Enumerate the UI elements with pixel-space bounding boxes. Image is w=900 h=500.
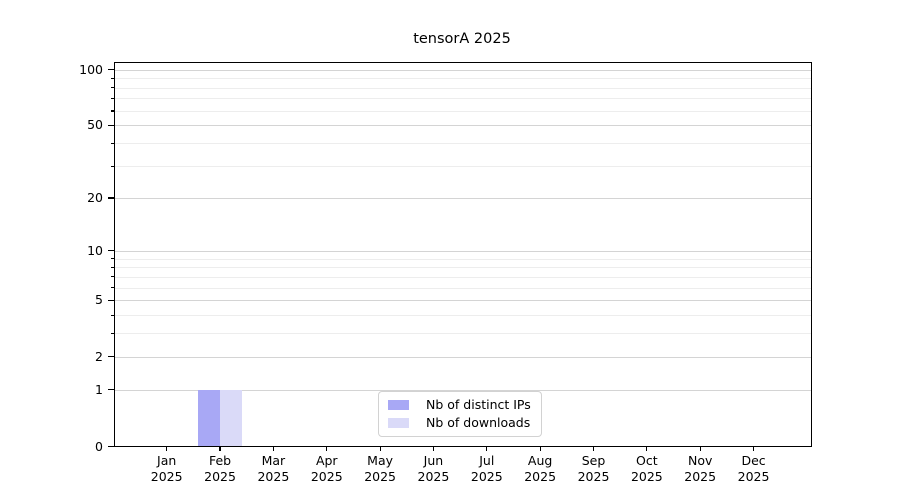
x-tick-label: Jan 2025 bbox=[150, 452, 183, 484]
bar-downloads bbox=[220, 389, 242, 447]
y-tick-label: 50 bbox=[87, 117, 103, 133]
x-axis-tick bbox=[379, 446, 381, 451]
legend-swatch-downloads bbox=[388, 417, 409, 429]
minor-gridline bbox=[113, 267, 812, 269]
y-axis-minor-tick bbox=[110, 266, 114, 268]
legend-item-downloads: Nb of downloads bbox=[388, 415, 531, 431]
x-axis-tick bbox=[432, 446, 435, 451]
x-axis-tick bbox=[539, 446, 541, 451]
y-axis-tick bbox=[108, 445, 114, 448]
major-gridline bbox=[113, 389, 812, 391]
x-tick-label: Jul 2025 bbox=[470, 452, 503, 484]
minor-gridline bbox=[113, 333, 812, 335]
y-axis-minor-tick bbox=[110, 97, 114, 100]
x-axis-tick bbox=[699, 446, 701, 451]
major-gridline bbox=[113, 300, 812, 302]
y-tick-label: 10 bbox=[87, 242, 103, 258]
major-gridline bbox=[113, 356, 812, 358]
y-axis-minor-tick bbox=[110, 258, 114, 260]
x-axis-tick bbox=[219, 446, 221, 451]
y-axis-minor-tick bbox=[110, 87, 114, 89]
minor-gridline bbox=[113, 98, 812, 100]
y-tick-label: 2 bbox=[95, 348, 103, 364]
legend-label-downloads: Nb of downloads bbox=[426, 415, 531, 430]
major-gridline bbox=[113, 69, 812, 71]
legend: Nb of distinct IPs Nb of downloads bbox=[378, 391, 542, 437]
y-axis-minor-tick bbox=[110, 110, 114, 112]
major-gridline bbox=[113, 125, 812, 127]
x-tick-label: May 2025 bbox=[364, 452, 396, 484]
x-tick-label: Dec 2025 bbox=[737, 452, 770, 484]
y-tick-label: 20 bbox=[87, 189, 103, 205]
y-axis-tick bbox=[108, 69, 114, 71]
y-axis-minor-tick bbox=[110, 77, 114, 79]
minor-gridline bbox=[113, 110, 812, 112]
major-gridline bbox=[113, 250, 812, 252]
bar-distinct-ips bbox=[198, 389, 221, 447]
x-tick-label: Sep 2025 bbox=[577, 452, 610, 484]
plot-area bbox=[113, 62, 812, 447]
x-tick-label: Nov 2025 bbox=[684, 452, 717, 484]
chart-title: tensorA 2025 bbox=[413, 31, 511, 47]
x-tick-label: Aug 2025 bbox=[524, 452, 557, 484]
y-tick-label: 100 bbox=[79, 61, 103, 77]
x-tick-label: Oct 2025 bbox=[630, 452, 663, 484]
y-tick-label: 5 bbox=[95, 292, 103, 308]
y-axis-minor-tick bbox=[110, 332, 114, 334]
minor-gridline bbox=[113, 166, 812, 168]
x-tick-label: Jun 2025 bbox=[417, 452, 450, 484]
x-tick-label: Apr 2025 bbox=[310, 452, 343, 484]
y-axis-tick bbox=[108, 250, 114, 252]
x-axis-tick bbox=[326, 446, 328, 451]
y-tick-label: 1 bbox=[95, 381, 103, 397]
x-tick-label: Mar 2025 bbox=[257, 452, 290, 484]
y-axis-tick bbox=[108, 389, 114, 391]
minor-gridline bbox=[113, 87, 812, 89]
minor-gridline bbox=[113, 287, 812, 289]
x-axis-tick bbox=[752, 446, 755, 451]
x-axis-tick bbox=[486, 446, 488, 451]
legend-label-distinct-ips: Nb of distinct IPs bbox=[426, 397, 531, 412]
x-axis-tick bbox=[272, 446, 274, 451]
y-tick-label: 0 bbox=[95, 438, 103, 454]
legend-item-distinct-ips: Nb of distinct IPs bbox=[388, 397, 531, 413]
y-axis-minor-tick bbox=[110, 287, 114, 289]
y-axis-minor-tick bbox=[110, 142, 114, 144]
minor-gridline bbox=[113, 315, 812, 317]
y-axis-minor-tick bbox=[110, 314, 114, 316]
major-gridline bbox=[113, 197, 812, 199]
minor-gridline bbox=[113, 143, 812, 145]
y-axis-tick bbox=[108, 197, 114, 199]
x-axis-tick bbox=[592, 446, 595, 451]
y-axis-minor-tick bbox=[110, 165, 114, 167]
y-axis-tick bbox=[108, 124, 114, 127]
minor-gridline bbox=[113, 276, 812, 278]
x-tick-label: Feb 2025 bbox=[204, 452, 236, 484]
minor-gridline bbox=[113, 78, 812, 80]
x-axis-tick bbox=[646, 446, 648, 451]
x-axis-tick bbox=[166, 446, 168, 451]
y-axis-minor-tick bbox=[110, 276, 114, 278]
minor-gridline bbox=[113, 258, 812, 260]
y-axis-tick bbox=[108, 356, 114, 358]
legend-swatch-distinct-ips bbox=[388, 399, 409, 411]
y-axis-tick bbox=[108, 299, 114, 301]
